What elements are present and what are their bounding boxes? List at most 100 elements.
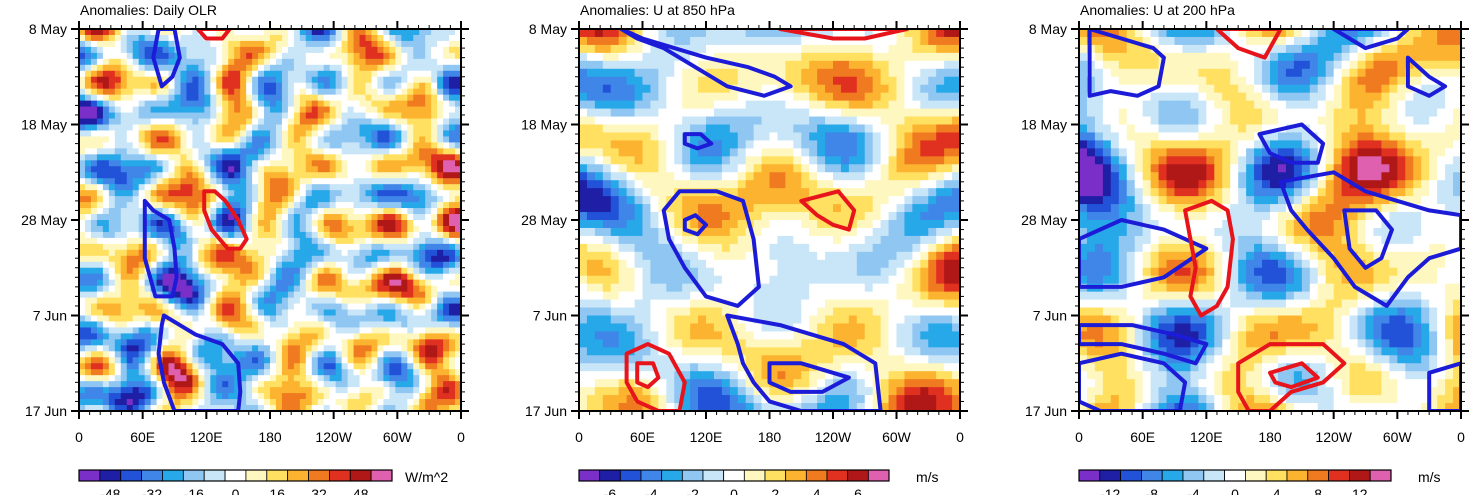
field-cell [413, 399, 420, 406]
field-cell [138, 34, 146, 42]
field-cell [216, 160, 223, 167]
field-cell [126, 142, 134, 149]
field-cell [305, 261, 313, 269]
field-cell [419, 196, 426, 203]
field-cell [174, 94, 182, 102]
field-cell [204, 327, 211, 335]
field-cell [168, 196, 176, 203]
field-cell [401, 154, 408, 161]
field-cell [579, 124, 588, 134]
field-cell [317, 261, 325, 269]
field-cell [395, 118, 402, 126]
field-cell [90, 261, 98, 269]
field-cell [395, 160, 402, 167]
field-cell [431, 142, 438, 149]
field-cell [281, 405, 289, 411]
field-cell [299, 255, 307, 263]
field-cell [234, 40, 241, 48]
field-cell [281, 339, 289, 346]
field-cell [928, 116, 937, 126]
panel-title: Anomalies: Daily OLR [80, 2, 217, 18]
field-cell [114, 208, 122, 215]
field-cell [293, 357, 301, 364]
field-cell [156, 220, 164, 227]
field-cell [102, 297, 110, 305]
field-cell [840, 36, 850, 46]
field-cell [240, 100, 247, 108]
field-cell [431, 225, 438, 233]
field-cell [443, 387, 450, 394]
field-cell [126, 29, 134, 36]
field-cell [419, 214, 426, 221]
field-cell [840, 44, 850, 54]
field-cell [419, 309, 426, 317]
field-cell [401, 202, 408, 209]
field-cell [413, 154, 420, 161]
field-cell [455, 261, 461, 269]
field-cell [317, 309, 325, 317]
field-cell [618, 36, 628, 46]
field-cell [449, 249, 456, 257]
field-cell [96, 339, 104, 346]
field-cell [389, 52, 396, 60]
field-cell [401, 369, 408, 376]
field-cell [275, 243, 283, 251]
field-cell [341, 225, 349, 233]
colorbar-tick-label: -32 [142, 486, 162, 495]
field-cell [287, 351, 295, 358]
field-cell [264, 184, 271, 191]
field-cell [228, 297, 235, 305]
field-cell [761, 52, 771, 62]
field-cell [222, 363, 229, 370]
field-cell [79, 124, 86, 132]
field-cell [377, 297, 385, 305]
field-cell [281, 190, 289, 197]
field-cell [228, 142, 235, 149]
field-cell [270, 29, 277, 36]
field-cell [84, 261, 92, 269]
field-cell [413, 118, 420, 126]
field-cell [449, 297, 456, 305]
field-cell [389, 405, 396, 411]
field-cell [287, 148, 295, 155]
field-cell [365, 196, 373, 203]
field-cell [335, 178, 343, 185]
field-cell [192, 124, 199, 132]
field-cell [120, 208, 128, 215]
field-cell [642, 68, 652, 78]
field-cell [359, 64, 367, 72]
field-cell [132, 196, 140, 203]
field-cell [761, 124, 771, 134]
field-cell [108, 261, 116, 269]
field-cell [413, 124, 420, 132]
field-cell [443, 375, 450, 382]
field-cell [180, 58, 188, 66]
field-cell [335, 40, 343, 48]
field-cell [258, 225, 265, 233]
field-cell [449, 160, 456, 167]
field-cell [323, 100, 331, 108]
y-tick-label: 28 May [21, 212, 67, 228]
field-cell [204, 303, 211, 311]
field-cell [872, 44, 882, 54]
field-cell [443, 327, 450, 335]
field-cell [437, 130, 444, 138]
field-cell [401, 405, 408, 411]
field-cell [848, 68, 858, 78]
field-cell [102, 279, 110, 287]
field-cell [102, 40, 110, 48]
field-cell [222, 297, 229, 305]
field-cell [156, 40, 164, 48]
field-cell [102, 64, 110, 72]
field-cell [180, 291, 188, 299]
field-cell [299, 297, 307, 305]
field-cell [618, 140, 628, 149]
field-cell [936, 108, 945, 118]
field-cell [449, 52, 456, 60]
field-cell [90, 118, 98, 126]
field-cell [383, 124, 390, 132]
field-cell [407, 130, 414, 138]
field-cell [79, 178, 86, 185]
field-cell [258, 52, 265, 60]
field-cell [150, 190, 158, 197]
